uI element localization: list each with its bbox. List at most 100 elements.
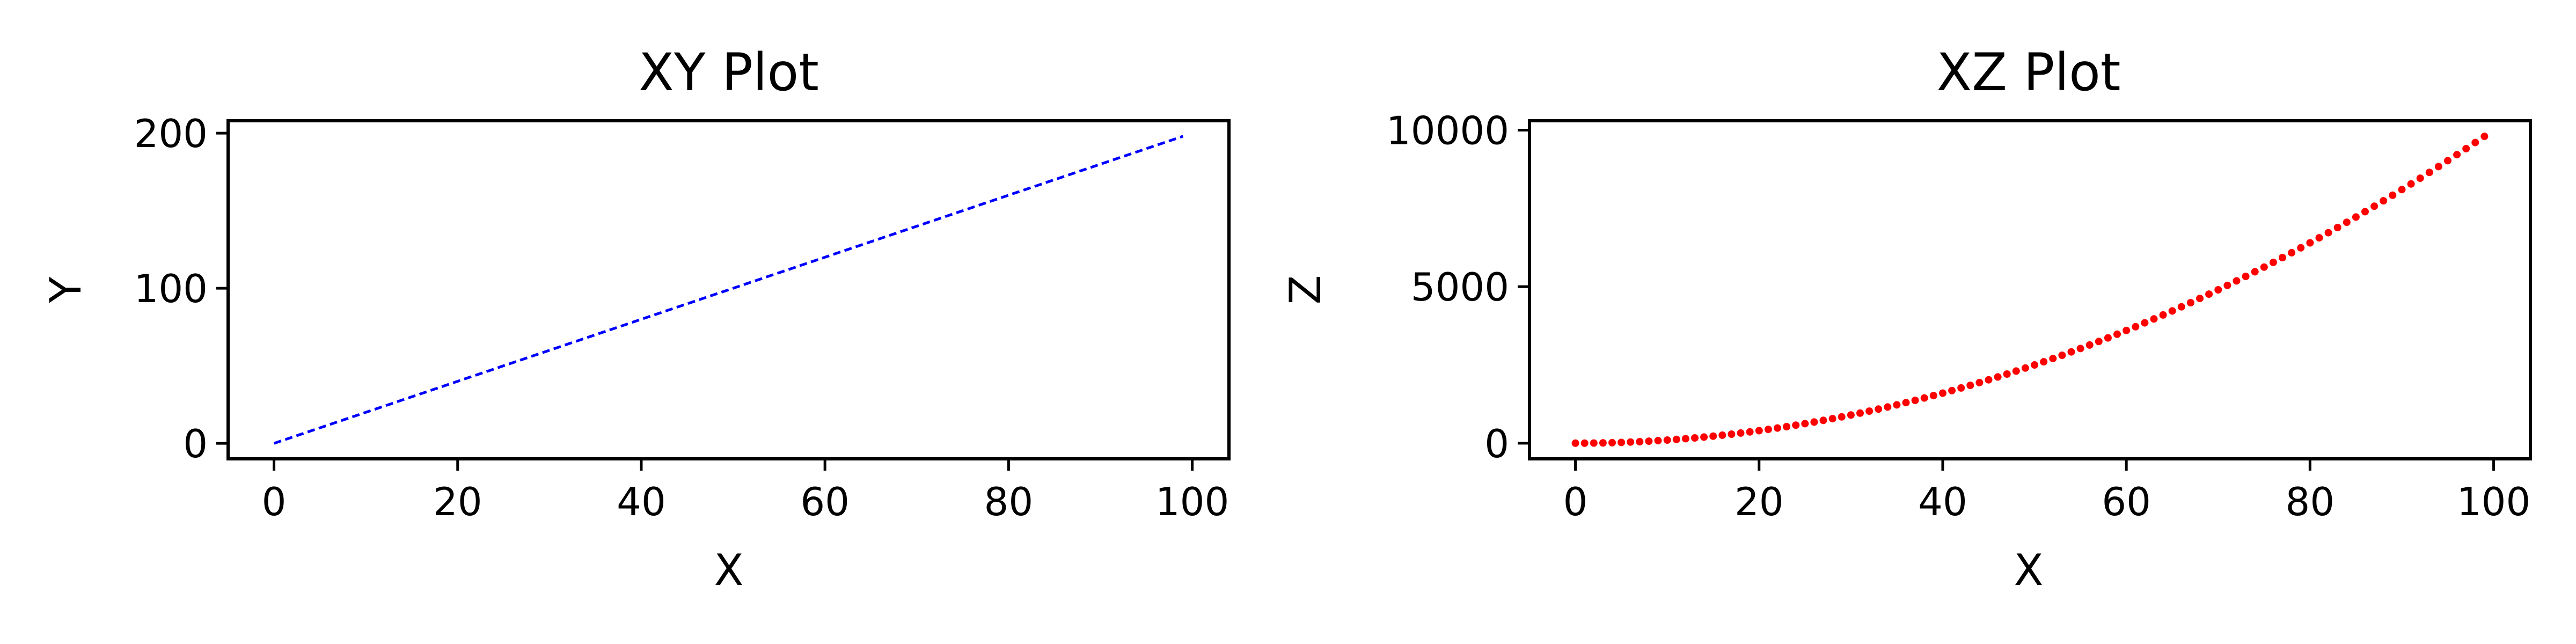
- xz-plot-data-point: [2444, 157, 2451, 165]
- xz-plot-data-point: [1792, 421, 1800, 429]
- xz-plot-data-point: [1810, 418, 1818, 426]
- xz-plot-data-point: [2012, 367, 2020, 375]
- xz-plot-data-point: [2168, 307, 2176, 315]
- xz-plot-data-point: [2288, 248, 2296, 257]
- xz-plot-data-point: [2434, 163, 2442, 171]
- xz-plot-data-point: [1856, 409, 1864, 417]
- xz-plot-data-point: [2085, 341, 2094, 349]
- xz-plot-data-point: [1985, 376, 1993, 384]
- xy-plot-x-tick-label: 80: [984, 479, 1034, 524]
- xz-plot-data-point: [1672, 435, 1680, 443]
- xz-plot-data-point: [2095, 338, 2103, 346]
- xz-plot-data-point: [2260, 263, 2268, 271]
- xz-plot-data-point: [1994, 373, 2002, 381]
- xy-plot-title: XY Plot: [639, 42, 819, 103]
- xy-plot-y-axis-label: Y: [41, 276, 91, 303]
- xz-plot-data-point: [2196, 295, 2204, 303]
- xz-plot-data-point: [2058, 352, 2066, 359]
- xy-plot-y-tick-label: 200: [134, 111, 208, 156]
- xz-plot-data-point: [1893, 401, 1901, 409]
- xz-plot-data-point: [1920, 394, 1928, 402]
- xz-plot-data-point: [1801, 420, 1809, 428]
- xz-plot-data-point: [1774, 424, 1781, 432]
- xz-plot-data-point: [2223, 281, 2231, 289]
- xz-plot-data-point: [1590, 439, 1598, 447]
- xz-plot-x-tick-label: 60: [2102, 479, 2151, 524]
- xz-plot-data-point: [1645, 437, 1653, 445]
- xz-plot-data-point: [2214, 286, 2222, 294]
- xz-plot-data-point: [2343, 218, 2351, 226]
- xz-plot-data-point: [1865, 407, 1874, 415]
- xz-plot-data-point: [1636, 438, 1644, 445]
- xz-plot-data-point: [1902, 399, 1910, 407]
- xz-plot-data-point: [1884, 403, 1892, 411]
- xz-plot-data-point: [2370, 202, 2379, 210]
- xz-plot-marks: [1571, 133, 2489, 447]
- xz-plot-data-point: [1875, 405, 1883, 413]
- xz-plot-data-point: [2269, 258, 2277, 266]
- xz-plot-data-point: [2416, 174, 2424, 182]
- xz-plot-ticks: 0 20 40 60 80 100 0 5000 10000: [1386, 108, 2530, 525]
- xz-plot-data-point: [2324, 229, 2332, 237]
- xy-plot-panel: XY Plot 0 20 40 60 80 100 0 100 200 X Y: [41, 42, 1231, 595]
- xz-plot-y-axis-label: Z: [1280, 275, 1330, 305]
- xz-plot-data-point: [2333, 224, 2341, 231]
- xz-plot-data-point: [2297, 244, 2305, 252]
- xy-plot-ticks: 0 20 40 60 80 100 0 100 200: [134, 111, 1230, 524]
- xz-plot-data-point: [1911, 397, 1919, 404]
- xz-plot-x-axis-label: X: [2014, 545, 2044, 595]
- xz-plot-data-point: [2279, 254, 2286, 261]
- xz-plot-data-point: [1783, 423, 1791, 430]
- xz-plot-data-point: [1939, 389, 1946, 397]
- xz-plot-data-point: [1654, 437, 1662, 445]
- xz-plot-data-point: [2021, 364, 2029, 372]
- xz-plot-data-point: [1957, 384, 1965, 392]
- xz-plot-data-point: [1819, 416, 1827, 425]
- xz-plot-data-point: [2104, 334, 2112, 342]
- xz-plot-y-tick-label: 5000: [1411, 265, 1509, 310]
- xz-plot-data-point: [2159, 311, 2167, 319]
- xz-plot-x-tick-label: 100: [2457, 479, 2530, 524]
- xz-plot-panel: XZ Plot 0 20 40 60 80 100 0 5000 10000 X Z: [1280, 42, 2532, 595]
- xz-plot-data-point: [1663, 436, 1671, 444]
- xz-plot-data-point: [1929, 392, 1937, 400]
- xz-plot-data-point: [1681, 435, 1689, 443]
- xz-plot-data-point: [2361, 208, 2369, 216]
- xz-plot-x-tick-label: 0: [1563, 479, 1588, 524]
- xz-plot-data-point: [1828, 415, 1836, 423]
- xz-plot-data-point: [2150, 315, 2158, 323]
- xy-plot-x-tick-label: 0: [262, 479, 287, 524]
- xz-plot-data-point: [2177, 303, 2185, 311]
- xz-plot-data-point: [2462, 145, 2470, 152]
- xz-plot-data-point: [1580, 439, 1589, 447]
- xz-plot-frame: [1528, 119, 2532, 460]
- xz-plot-data-point: [2132, 323, 2140, 331]
- xz-plot-data-point: [1975, 378, 1984, 386]
- xz-plot-data-point: [2471, 138, 2479, 147]
- xz-plot-data-point: [2398, 186, 2406, 194]
- xz-plot-y-tick-label: 0: [1484, 421, 1509, 466]
- xz-plot-data-point: [2453, 151, 2461, 159]
- xz-plot-data-point: [2076, 345, 2084, 353]
- xz-plot-data-point: [1718, 431, 1726, 439]
- xz-plot-data-point: [2251, 268, 2259, 276]
- xz-plot-x-tick-label: 20: [1735, 479, 1784, 524]
- xz-plot-data-point: [2003, 370, 2011, 378]
- xz-plot-data-point: [2306, 239, 2314, 247]
- xy-plot-series-line: [273, 135, 1184, 445]
- xy-plot-x-tick-label: 20: [433, 479, 482, 524]
- xz-plot-data-point: [1838, 413, 1846, 421]
- xz-plot-data-point: [1571, 439, 1579, 447]
- xz-plot-data-point: [2049, 355, 2057, 363]
- xz-plot-data-point: [2067, 348, 2075, 356]
- xz-plot-data-point: [1700, 433, 1708, 441]
- xy-plot-x-axis-label: X: [714, 545, 744, 595]
- xz-plot-data-point: [2242, 273, 2250, 280]
- xz-plot-data-point: [1599, 439, 1607, 447]
- xy-plot-frame: [226, 119, 1231, 460]
- xy-plot-marks: [273, 135, 1184, 445]
- xz-plot-data-point: [1691, 434, 1699, 442]
- xz-plot-data-point: [2425, 169, 2433, 177]
- xy-plot-y-tick-label: 0: [183, 421, 208, 466]
